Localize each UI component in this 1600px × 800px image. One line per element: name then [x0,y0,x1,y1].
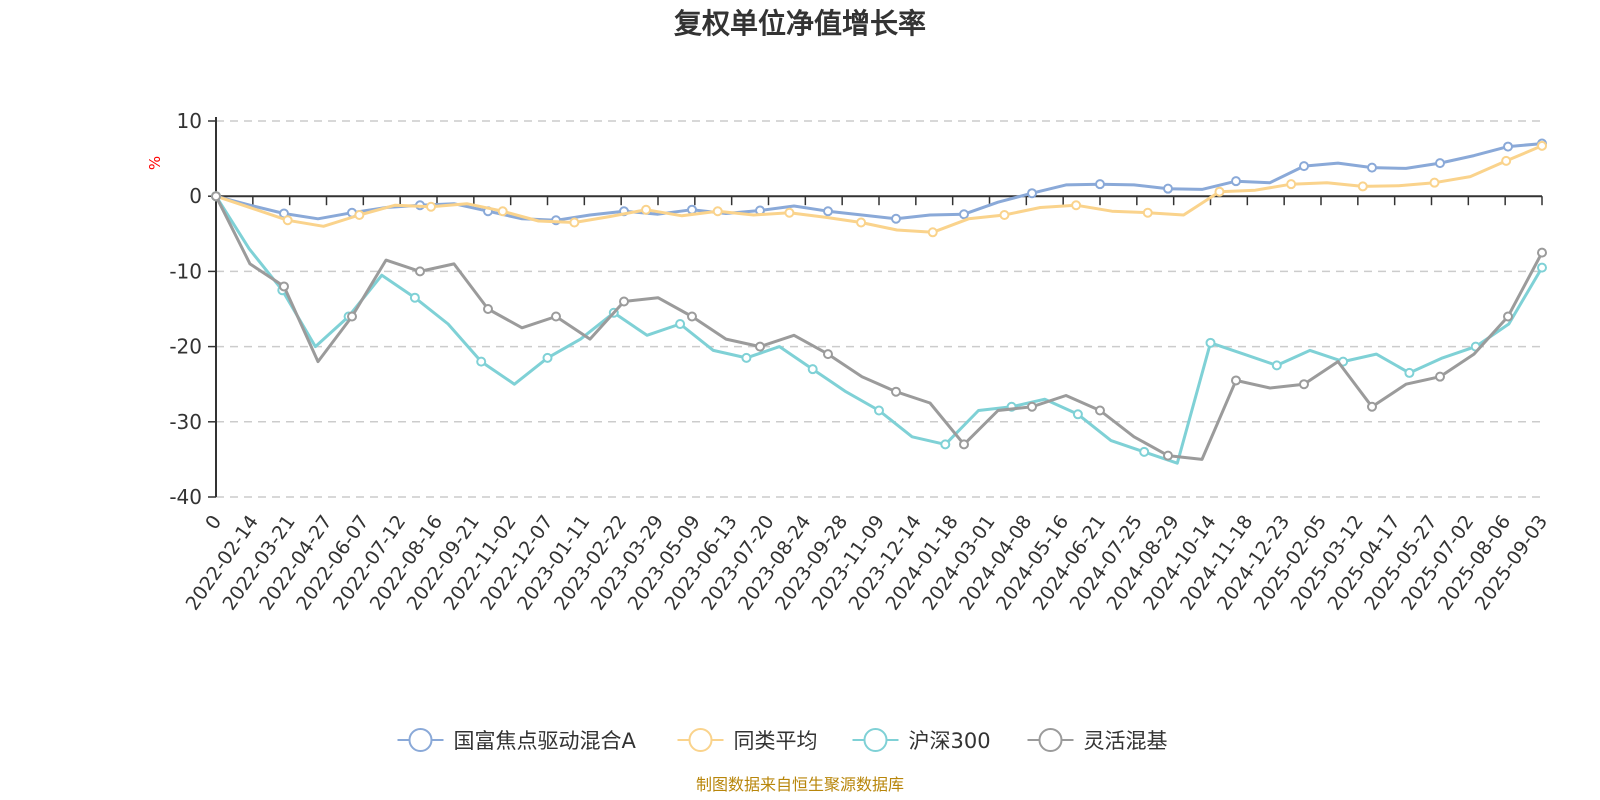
data-point [354,210,365,220]
legend-marker [1038,728,1063,752]
data-point [1367,162,1377,173]
legend-marker [688,728,713,752]
data-point [211,191,221,202]
data-point [1404,367,1415,378]
data-point [1357,181,1368,192]
x-tick-label: 0 [201,511,226,534]
series-line [214,195,1544,465]
data-point [1072,409,1083,420]
data-point [569,217,580,228]
data-point [415,266,425,277]
data-point [1027,401,1037,412]
legend-label: 同类平均 [734,729,818,753]
data-point [282,215,293,226]
data-point [1214,186,1225,197]
y-tick-label: -10 [169,259,202,283]
data-point [1503,311,1513,322]
legend-label: 沪深300 [909,729,991,753]
data-point [874,405,884,416]
grid-lines [216,120,1542,498]
data-point [755,341,765,352]
data-point [1429,177,1440,188]
data-point [741,352,752,363]
data-point [1286,179,1297,190]
data-point [959,439,969,450]
data-point [1095,179,1105,190]
data-point [1271,360,1282,371]
legend-marker [408,728,433,752]
data-point [542,352,553,363]
data-point [1299,379,1309,390]
data-point [856,217,867,228]
series-lines [211,138,1547,465]
data-point [784,207,795,218]
data-point [823,206,833,217]
data-point [1537,247,1547,258]
legend-item[interactable]: 沪深300 [852,728,991,753]
data-point [1231,375,1241,386]
data-point [347,311,357,322]
y-axis-ticks: 10 0 -10 -20 -30 -40 [169,109,217,509]
data-point [1231,176,1241,187]
data-point [807,364,818,375]
data-point [1027,188,1037,199]
data-point [619,296,629,307]
series-line [215,142,1543,222]
data-point [483,304,493,314]
data-point [1435,158,1445,169]
data-point [1537,262,1547,273]
data-point [823,349,833,360]
legend-item[interactable]: 灵活混基 [1027,728,1168,753]
data-point [497,206,508,217]
legend-label: 国富焦点驱动混合A [454,729,637,753]
data-point [687,204,697,215]
data-point [712,206,723,217]
data-point [675,319,686,330]
data-point [891,386,901,397]
data-point [279,281,289,292]
x-axis: 02022-02-142022-03-212022-04-272022-06-0… [182,195,1552,614]
legend[interactable]: 国富焦点驱动混合A 同类平均 沪深300 灵活混基 [397,728,1168,753]
y-tick-label: 10 [177,109,202,133]
data-point [409,292,420,303]
data-point [1435,371,1445,382]
data-point [1503,141,1513,152]
data-point [1501,155,1512,166]
data-point [1071,200,1082,211]
y-tick-label: 0 [189,184,202,208]
data-point [927,227,938,238]
data-point [1537,140,1547,151]
y-axis-unit: % [146,156,164,170]
data-point [1205,337,1216,348]
y-tick-label: -40 [169,485,202,509]
legend-item[interactable]: 国富焦点驱动混合A [397,728,637,753]
data-point [476,356,487,367]
data-point [551,311,561,322]
data-point [1367,401,1377,412]
chart-title: 复权单位净值增长率 [674,7,926,40]
data-point [1163,450,1173,461]
series-line [215,144,1543,234]
data-point [1142,207,1153,218]
data-point [959,209,969,220]
data-point [1139,446,1150,457]
data-point [1299,161,1309,172]
data-point [426,201,437,212]
data-point [687,311,697,322]
legend-item[interactable]: 同类平均 [677,728,818,753]
legend-label: 灵活混基 [1084,729,1168,753]
data-point [940,439,951,450]
data-point [1163,183,1173,194]
data-point [999,210,1010,220]
data-source-note: 制图数据来自恒生聚源数据库 [696,775,904,794]
legend-marker [863,728,888,752]
y-tick-label: -20 [169,335,202,359]
data-point [891,213,901,224]
y-tick-label: -30 [169,410,202,434]
series-line [214,195,1544,461]
data-point [1095,405,1105,416]
data-point [641,204,652,215]
